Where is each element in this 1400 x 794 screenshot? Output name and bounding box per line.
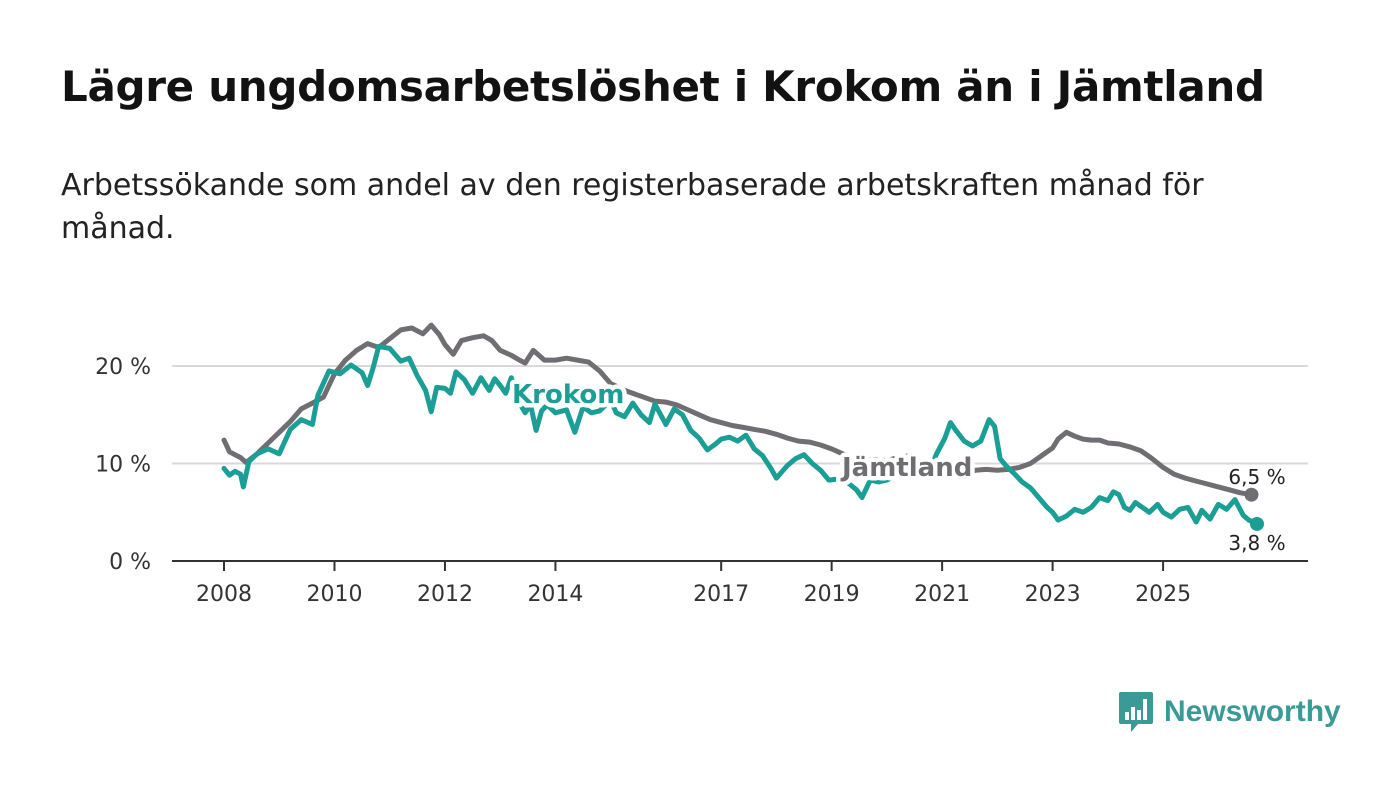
brand-logo: Newsworthy bbox=[1118, 690, 1341, 734]
series-end-point bbox=[1244, 487, 1259, 502]
chart-title: Lägre ungdomsarbetslöshet i Krokom än i … bbox=[61, 62, 1265, 111]
series-label-halo: Krokom bbox=[512, 380, 624, 410]
bar-chart-speech-bubble-icon bbox=[1119, 692, 1153, 732]
x-axis: 2008 2010 2012 2014 2017 2019 2021 2023 2025 bbox=[172, 560, 1308, 607]
series-lines bbox=[221, 322, 1264, 531]
x-tick-label: 2023 bbox=[1025, 582, 1081, 607]
x-tick-label: 2025 bbox=[1135, 582, 1191, 607]
y-tick-label: 10 % bbox=[95, 453, 151, 478]
series-label-halo: Jämtland bbox=[840, 453, 972, 483]
x-tick-label: 2019 bbox=[804, 582, 860, 607]
brand-name: Newsworthy bbox=[1164, 695, 1341, 728]
x-tick-label: 2008 bbox=[196, 582, 252, 607]
series-label: Krokom bbox=[512, 380, 624, 410]
chart-subtitle: Arbetssökande som andel av den registerb… bbox=[61, 168, 1204, 246]
y-axis-labels: 0 % 10 % 20 % bbox=[95, 355, 151, 575]
x-tick-label: 2014 bbox=[527, 582, 583, 607]
series-line-jämtland bbox=[221, 322, 1254, 498]
x-tick-label: 2010 bbox=[306, 582, 362, 607]
x-tick-label: 2017 bbox=[693, 582, 749, 607]
end-value-label: 6,5 % bbox=[1228, 465, 1285, 489]
gridlines bbox=[172, 365, 1308, 465]
series-line-krokom bbox=[221, 344, 1260, 527]
series-label: Jämtland bbox=[840, 453, 972, 483]
y-tick-label: 20 % bbox=[95, 355, 151, 380]
series-end-point bbox=[1250, 516, 1264, 531]
x-tick-label: 2021 bbox=[914, 582, 970, 607]
y-tick-label: 0 % bbox=[109, 550, 151, 575]
x-tick-label: 2012 bbox=[417, 582, 473, 607]
end-value-label: 3,8 % bbox=[1228, 531, 1285, 555]
